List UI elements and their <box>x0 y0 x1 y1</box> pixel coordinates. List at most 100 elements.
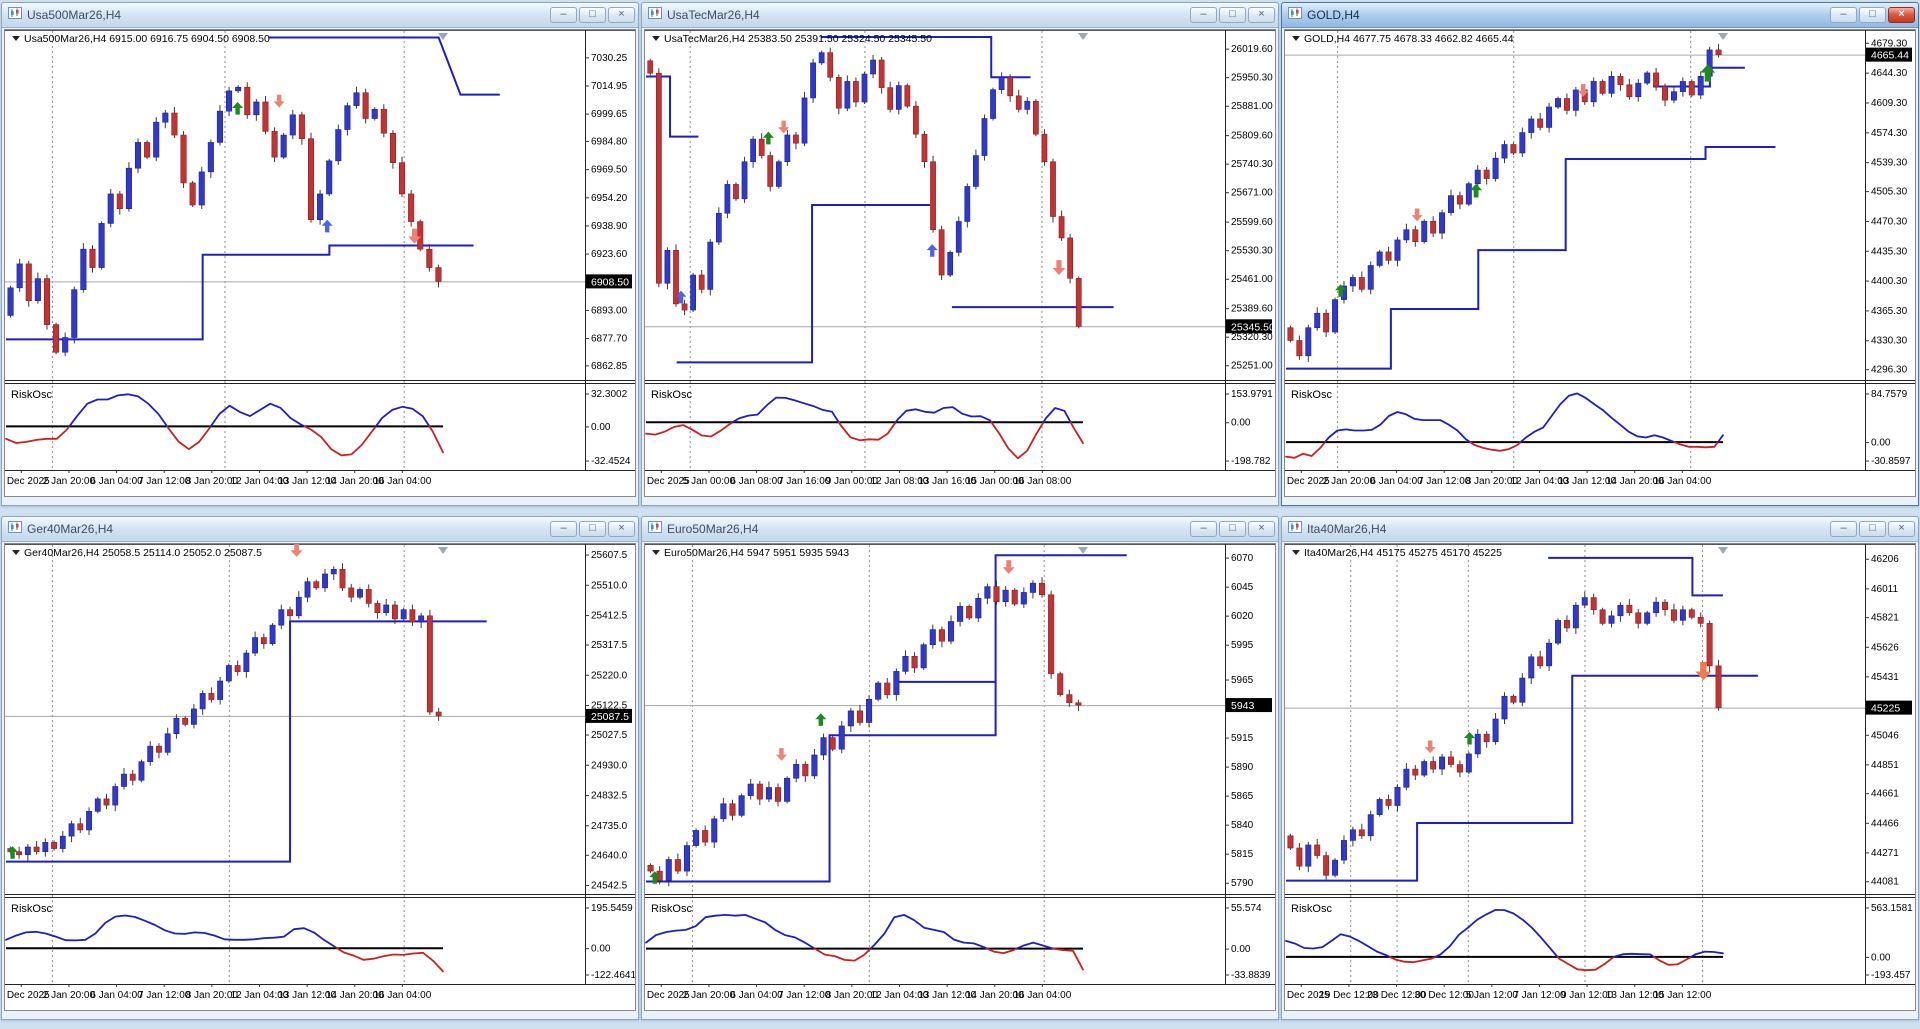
candle-body <box>173 717 180 735</box>
price-chart-svg[interactable]: Ger40Mar26,H4 25058.5 25114.0 25052.0 25… <box>5 544 635 1010</box>
risk-osc-curve <box>869 913 988 950</box>
minimize-button[interactable]: – <box>1190 521 1217 537</box>
time-tick-label: 5 Jan 00:00 <box>683 476 736 487</box>
restore-button[interactable]: □ <box>1859 521 1886 537</box>
close-button[interactable]: × <box>1888 7 1915 23</box>
window-titlebar[interactable]: Usa500Mar26,H4 – □ × <box>2 3 638 28</box>
restore-button[interactable]: □ <box>579 521 606 537</box>
price-chart-svg[interactable]: Usa500Mar26,H4 6915.00 6916.75 6904.50 6… <box>5 30 635 496</box>
candle-body <box>711 818 718 843</box>
candle-body <box>216 110 223 143</box>
candle-body <box>138 761 145 781</box>
candle-body <box>1537 118 1544 128</box>
close-button[interactable]: × <box>1888 521 1915 537</box>
candle-body <box>1394 786 1401 806</box>
candle-body <box>162 112 169 123</box>
candle-body <box>1305 327 1312 357</box>
candle-body <box>1483 733 1490 743</box>
time-tick-label: 15 Jan 00:00 <box>966 476 1024 487</box>
minimize-button[interactable]: – <box>550 7 577 23</box>
candle-body <box>715 212 722 243</box>
price-tick-label: 44081 <box>1871 877 1899 888</box>
scroll-position-icon <box>1078 547 1088 554</box>
close-button[interactable]: × <box>608 7 635 23</box>
minimize-button[interactable]: – <box>1190 7 1217 23</box>
candle-body <box>765 787 772 800</box>
risk-osc-curve <box>1652 955 1693 966</box>
chart-area[interactable]: UsaTecMar26,H4 25383.50 25391.50 25324.5… <box>644 29 1276 497</box>
symbol-dropdown-icon <box>12 36 20 41</box>
risk-osc-curve <box>303 425 377 457</box>
chart-window: Ita40Mar26,H4 – □ × Ita40Mar26,H4 45175 … <box>1281 516 1919 1020</box>
window-titlebar[interactable]: GOLD,H4 – □ × <box>1282 3 1918 28</box>
price-chart-svg[interactable]: GOLD,H4 4677.75 4678.33 4662.82 4665.44 4… <box>1285 30 1915 496</box>
chart-area[interactable]: Ita40Mar26,H4 45175 45275 45170 45225 462… <box>1284 543 1916 1011</box>
candle-body <box>1038 582 1046 596</box>
candle-body <box>673 250 679 305</box>
window-titlebar[interactable]: UsaTecMar26,H4 – □ × <box>642 3 1278 28</box>
minimize-button[interactable]: – <box>1830 521 1857 537</box>
chart-window-icon <box>1288 520 1302 538</box>
candle-body <box>930 161 936 231</box>
osc-tick-label: 195.5459 <box>591 903 633 914</box>
time-tick-label: 14 Jan 20:00 <box>326 476 384 487</box>
restore-button[interactable]: □ <box>1219 7 1246 23</box>
candle-body <box>435 267 442 282</box>
candle-body <box>16 263 23 289</box>
restore-button[interactable]: □ <box>1859 7 1886 23</box>
close-button[interactable]: × <box>608 521 635 537</box>
close-button[interactable]: × <box>1248 7 1275 23</box>
candle-body <box>252 637 259 654</box>
time-tick-label: 14 Jan 20:00 <box>1606 476 1664 487</box>
chart-area[interactable]: Usa500Mar26,H4 6915.00 6916.75 6904.50 6… <box>4 29 636 497</box>
chart-area[interactable]: Ger40Mar26,H4 25058.5 25114.0 25052.0 25… <box>4 543 636 1011</box>
candle-body <box>426 248 433 268</box>
window-titlebar[interactable]: Euro50Mar26,H4 – □ × <box>642 517 1278 542</box>
price-chart-svg[interactable]: Euro50Mar26,H4 5947 5951 5935 5943 6070 60… <box>645 544 1275 1010</box>
chart-area[interactable]: Euro50Mar26,H4 5947 5951 5935 5943 6070 60… <box>644 543 1276 1011</box>
candle-body <box>913 105 919 135</box>
price-chart-svg[interactable]: UsaTecMar26,H4 25383.50 25391.50 25324.5… <box>645 30 1275 496</box>
candle-body <box>1555 620 1561 644</box>
time-tick-label: 31 Dec 2025 <box>645 476 690 487</box>
candle-body <box>1572 89 1579 111</box>
candle-body <box>147 745 154 762</box>
price-tick-label: 5815 <box>1231 849 1254 860</box>
sell-arrow-icon <box>408 228 422 244</box>
osc-tick-label: -193.457 <box>1871 970 1911 981</box>
price-tick-label: 25510.0 <box>591 580 628 591</box>
chart-area[interactable]: GOLD,H4 4677.75 4678.33 4662.82 4665.44 4… <box>1284 29 1916 497</box>
sell-arrow-icon <box>1052 260 1066 276</box>
candle-body <box>664 250 671 284</box>
price-tick-label: 25122.5 <box>591 701 628 712</box>
risk-osc-curve <box>1469 441 1522 452</box>
candle-body <box>724 184 731 214</box>
time-tick-label: 7 Jan 12:00 <box>778 990 831 1001</box>
restore-button[interactable]: □ <box>1219 521 1246 537</box>
candle-body <box>225 665 232 682</box>
price-tick-label: 25530.30 <box>1231 246 1273 257</box>
window-titlebar[interactable]: Ita40Mar26,H4 – □ × <box>1282 517 1918 542</box>
risk-osc-curve <box>209 402 306 428</box>
minimize-button[interactable]: – <box>1830 7 1857 23</box>
candle-body <box>189 182 196 206</box>
scroll-position-icon <box>1078 33 1088 40</box>
sell-arrow-icon <box>1411 208 1423 222</box>
price-tick-label: 4435.30 <box>1871 246 1908 257</box>
restore-button[interactable]: □ <box>579 7 606 23</box>
scroll-position-icon <box>438 33 448 40</box>
buy-arrow-icon <box>7 846 19 859</box>
time-tick-label: 6 Jan 04:00 <box>1370 476 1423 487</box>
price-chart-svg[interactable]: Ita40Mar26,H4 45175 45275 45170 45225 462… <box>1285 544 1915 1010</box>
candle-body <box>1510 144 1517 154</box>
candle-body <box>774 787 782 802</box>
minimize-button[interactable]: – <box>550 521 577 537</box>
candle-body <box>920 644 927 669</box>
candle-body <box>77 823 84 831</box>
close-button[interactable]: × <box>1248 521 1275 537</box>
candle-body <box>1033 100 1039 135</box>
candle-body <box>164 733 171 753</box>
candle-body <box>674 859 681 872</box>
candle-body <box>226 90 233 112</box>
window-titlebar[interactable]: Ger40Mar26,H4 – □ × <box>2 517 638 542</box>
